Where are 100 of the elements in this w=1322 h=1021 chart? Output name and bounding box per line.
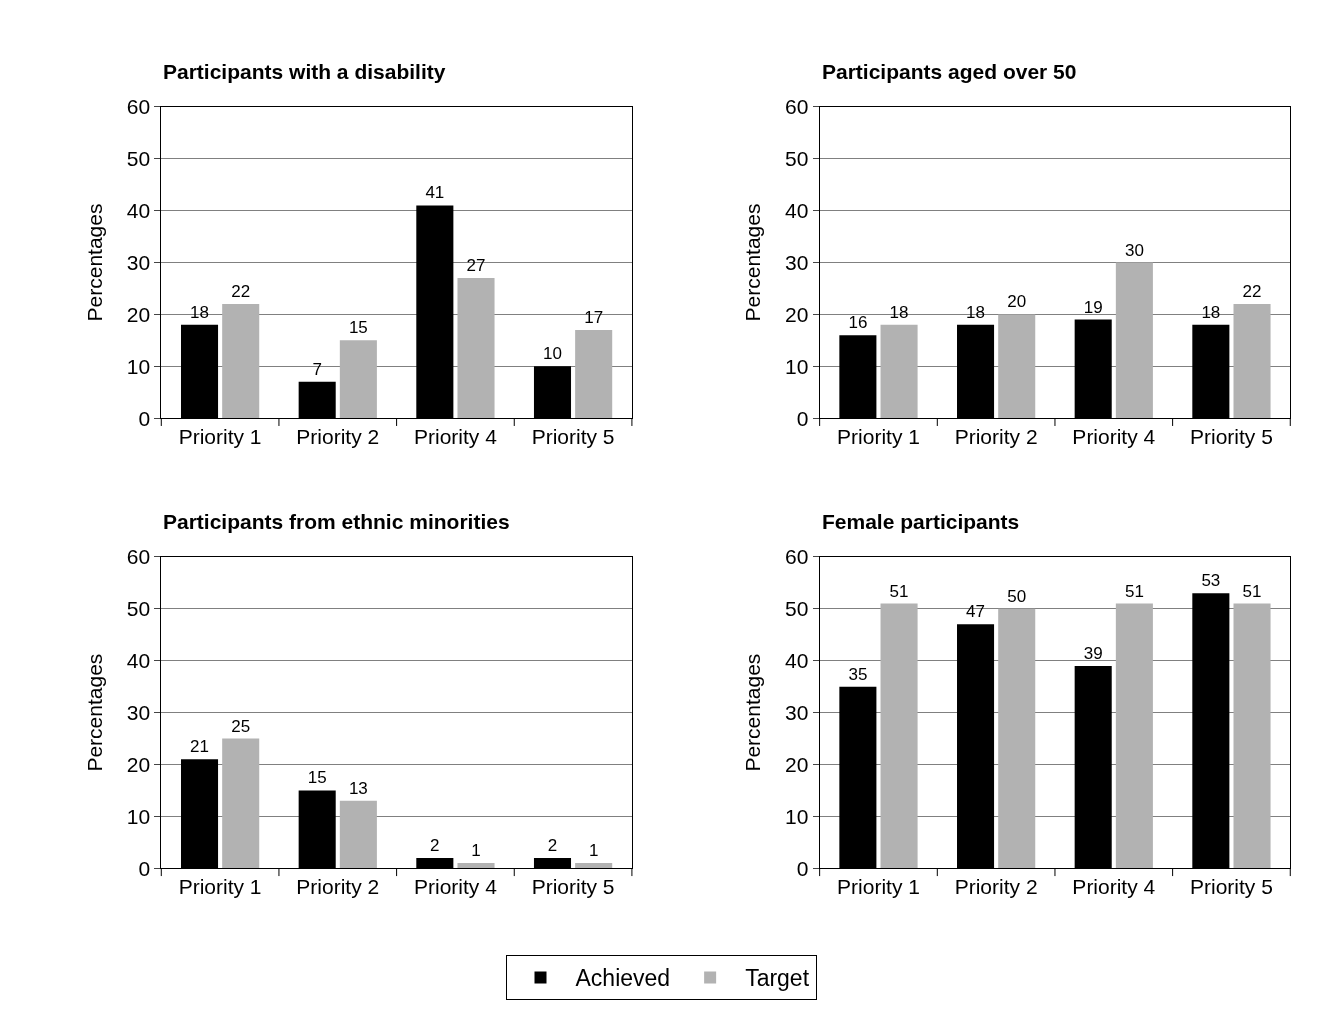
data-label: 51 xyxy=(1242,581,1262,601)
y-axis-title: Percentages xyxy=(741,653,765,772)
data-label: 16 xyxy=(848,313,868,333)
bar xyxy=(222,304,260,419)
x-tick-label: Priority 5 xyxy=(1190,425,1273,449)
chart-title: Participants from ethnic minorities xyxy=(163,510,510,533)
x-tick-label: Priority 4 xyxy=(414,425,498,449)
data-label: 2 xyxy=(547,835,558,855)
data-label: 10 xyxy=(543,344,562,364)
bar xyxy=(457,863,495,869)
chart-title: Participants aged over 50 xyxy=(822,60,1077,83)
y-tick-label: 50 xyxy=(785,147,809,171)
x-tick-label: Priority 2 xyxy=(954,875,1038,899)
data-label: 1 xyxy=(471,841,481,861)
y-axis-title: Percentages xyxy=(82,653,106,772)
data-label: 19 xyxy=(1083,297,1103,317)
data-label: 30 xyxy=(1124,240,1144,260)
y-tick-label: 60 xyxy=(126,95,151,119)
x-tick-label: Priority 1 xyxy=(837,425,920,449)
data-label: 18 xyxy=(1201,302,1221,322)
y-tick-label: 0 xyxy=(138,856,151,880)
bar xyxy=(998,608,1036,869)
y-tick-label: 20 xyxy=(126,302,151,326)
y-axis-title: Percentages xyxy=(741,203,765,322)
y-axis-title: Percentages xyxy=(82,203,106,322)
x-tick-label: Priority 5 xyxy=(531,875,615,899)
data-label: 13 xyxy=(348,778,368,798)
bar xyxy=(880,603,918,869)
x-tick-label: Priority 4 xyxy=(414,875,498,899)
data-label: 47 xyxy=(966,602,985,622)
data-label: 51 xyxy=(1124,581,1144,601)
data-label: 51 xyxy=(889,581,909,601)
bar xyxy=(339,800,377,869)
bar xyxy=(998,314,1036,419)
y-tick-label: 60 xyxy=(785,545,809,569)
data-label: 15 xyxy=(307,768,327,788)
x-tick-label: Priority 1 xyxy=(837,875,920,899)
y-tick-label: 40 xyxy=(126,649,151,673)
y-tick-label: 40 xyxy=(785,198,809,222)
y-tick-label: 10 xyxy=(785,804,809,828)
data-label: 20 xyxy=(1007,292,1027,312)
x-tick-label: Priority 2 xyxy=(296,875,380,899)
data-label: 41 xyxy=(425,183,445,203)
y-tick-label: 60 xyxy=(126,545,151,569)
data-label: 15 xyxy=(348,318,368,338)
y-tick-label: 30 xyxy=(126,700,151,724)
y-tick-label: 30 xyxy=(785,250,809,274)
data-label: 22 xyxy=(1242,282,1262,302)
y-tick-label: 60 xyxy=(785,95,809,119)
x-tick-label: Priority 1 xyxy=(178,425,262,449)
bar xyxy=(1115,262,1153,419)
x-tick-label: Priority 5 xyxy=(1190,875,1273,899)
data-label: 18 xyxy=(190,302,209,322)
data-label: 39 xyxy=(1083,643,1103,663)
y-tick-label: 0 xyxy=(796,856,809,880)
data-label: 18 xyxy=(889,302,909,322)
legend-label: Target xyxy=(745,965,810,992)
x-tick-label: Priority 4 xyxy=(1072,875,1156,899)
bar xyxy=(457,278,495,419)
y-tick-label: 30 xyxy=(126,250,151,274)
bar xyxy=(1115,603,1153,869)
x-tick-label: Priority 4 xyxy=(1072,425,1156,449)
y-tick-label: 40 xyxy=(126,198,151,222)
bar xyxy=(1233,603,1271,869)
y-tick-label: 10 xyxy=(785,354,809,378)
y-tick-label: 50 xyxy=(126,147,151,171)
data-label: 53 xyxy=(1201,571,1221,591)
data-label: 17 xyxy=(584,307,604,327)
y-tick-label: 20 xyxy=(126,752,151,776)
y-tick-label: 10 xyxy=(126,804,151,828)
legend-label: Achieved xyxy=(575,965,671,992)
chart-title: Female participants xyxy=(822,510,1020,533)
x-tick-label: Priority 2 xyxy=(954,425,1038,449)
y-tick-label: 20 xyxy=(785,302,809,326)
bar xyxy=(575,329,613,419)
data-label: 27 xyxy=(466,256,486,276)
y-tick-label: 40 xyxy=(785,649,809,673)
bar xyxy=(339,340,377,419)
bar xyxy=(575,863,613,869)
x-tick-label: Priority 5 xyxy=(531,425,615,449)
bar xyxy=(1233,304,1271,419)
y-tick-label: 50 xyxy=(126,597,151,621)
data-label: 1 xyxy=(588,841,599,861)
x-tick-label: Priority 2 xyxy=(296,425,380,449)
y-tick-label: 0 xyxy=(138,406,151,430)
y-tick-label: 10 xyxy=(126,354,151,378)
y-tick-label: 50 xyxy=(785,597,809,621)
data-label: 25 xyxy=(231,716,251,736)
data-label: 22 xyxy=(231,282,251,302)
data-label: 21 xyxy=(190,737,209,757)
data-label: 18 xyxy=(966,302,985,322)
data-label: 35 xyxy=(848,664,868,684)
x-tick-label: Priority 1 xyxy=(178,875,262,899)
bar xyxy=(880,324,918,419)
data-label: 50 xyxy=(1007,586,1027,606)
chart-title: Participants with a disability xyxy=(163,60,446,83)
y-tick-label: 0 xyxy=(796,406,809,430)
bar xyxy=(222,738,260,869)
y-tick-label: 30 xyxy=(785,700,809,724)
data-label: 7 xyxy=(312,359,322,379)
